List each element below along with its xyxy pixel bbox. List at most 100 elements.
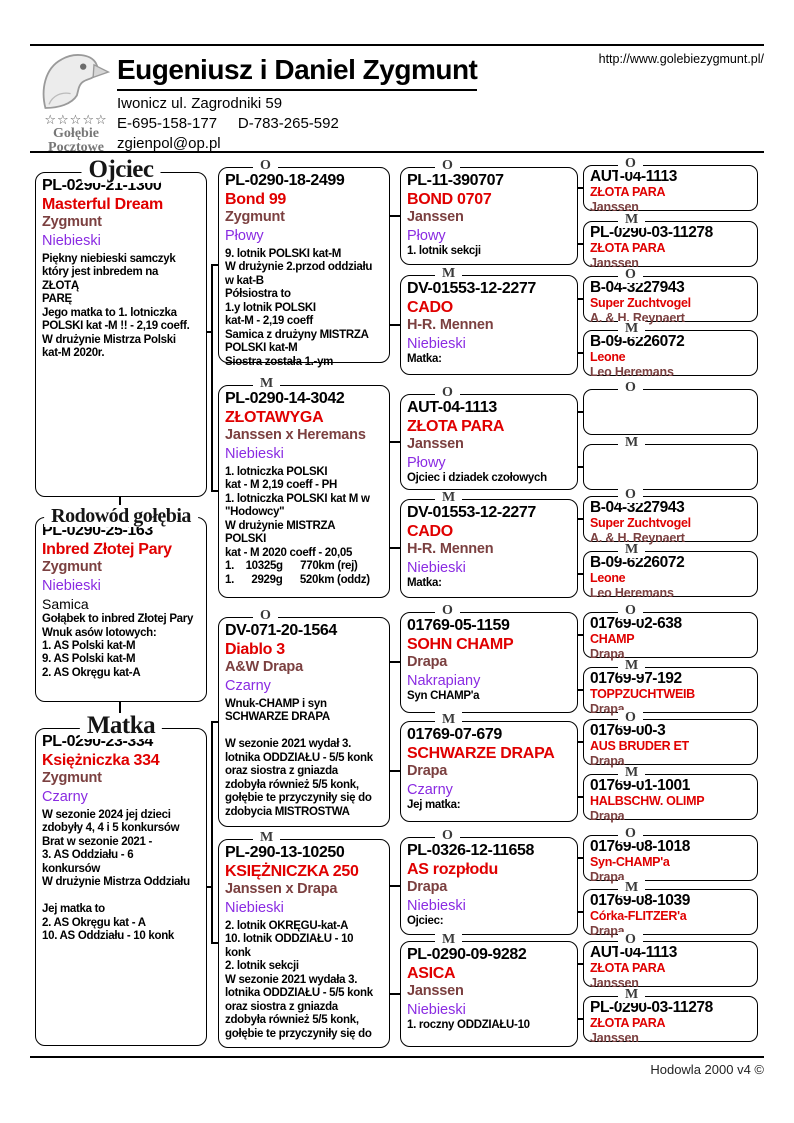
email-line: zgienpol@op.pl xyxy=(117,135,221,152)
box-g4-0: O AUT-04-1113 ZŁOTA PARA Janssen xyxy=(583,156,758,214)
ring-number: PL-11-390707 xyxy=(407,172,504,189)
breeder-line: Drapa xyxy=(407,763,448,780)
pigeon-name: Leone xyxy=(590,350,626,365)
sex-tab: O xyxy=(253,608,278,624)
breeder-line: Janssen x Drapa xyxy=(225,881,338,898)
description: 2. lotnik OKRĘGU-kat-A 10. lotnik ODDZIA… xyxy=(225,919,373,1040)
website-url: http://www.golebiezygmunt.pl/ xyxy=(598,52,764,66)
sex-tab: O xyxy=(618,487,643,503)
box-g4-9: M 01769-97-192 TOPPZUCHTWEIB Drapa xyxy=(583,658,758,716)
phone-line: E-695-158-177 D-783-265-592 xyxy=(117,115,339,132)
pigeon-name: ZŁOTA PARA xyxy=(590,185,666,200)
sex-tab: M xyxy=(618,435,646,451)
page-title: Eugeniusz i Daniel Zygmunt xyxy=(117,54,478,91)
pigeon-name: AUS BRUDER ET xyxy=(590,739,689,754)
description: Gołąbek to inbred Złotej Pary Wnuk asów … xyxy=(42,613,194,679)
box-g2-2: O DV-071-20-1564 Diablo 3 A&W Drapa Czar… xyxy=(218,608,390,827)
box-g4-15: M PL-0290-03-11278 ZŁOTA PARA Janssen xyxy=(583,987,758,1045)
pigeon-name: SOHN CHAMP xyxy=(407,635,514,653)
box-g2-3: M PL-290-13-10250 KSIĘŻNICZKA 250 Jansse… xyxy=(218,830,390,1048)
ring-number: PL-0290-09-9282 xyxy=(407,946,527,963)
sex-tab: O xyxy=(618,710,643,726)
pigeon-name: KSIĘŻNICZKA 250 xyxy=(225,862,359,880)
description: Matka: xyxy=(407,352,442,365)
pigeon-name: Córka-FLITZER'a xyxy=(590,909,687,924)
breeder-line: Drapa xyxy=(407,654,448,671)
box-g2-1: M PL-0290-14-3042 ZŁOTAWYGA Janssen x He… xyxy=(218,376,390,598)
ring-number: DV-01553-12-2277 xyxy=(407,280,536,297)
box-g3-3: M DV-01553-12-2277 CADO H-R. Mennen Nieb… xyxy=(400,490,578,598)
breeder-line: Drapa xyxy=(590,754,625,769)
ring-number: 01769-01-1001 xyxy=(590,777,690,794)
box-g3-4: O 01769-05-1159 SOHN CHAMP Drapa Nakrapi… xyxy=(400,603,578,713)
pigeon-name: TOPPZUCHTWEIB xyxy=(590,687,695,702)
ring-number: PL-0290-03-11278 xyxy=(590,224,713,241)
plumage-color: Płowy xyxy=(407,227,446,244)
box-g4-10: O 01769-00-3 AUS BRUDER ET Drapa xyxy=(583,710,758,768)
breeder-line: Drapa xyxy=(590,924,625,939)
breeder-line: Drapa xyxy=(590,647,625,662)
sex-tab: M xyxy=(618,321,646,337)
pigeon-name: ZŁOTA PARA xyxy=(407,417,505,435)
section-label-father: Ojciec xyxy=(81,157,161,183)
box-father: Ojciec PL-0290-21-1300 Masterful Dream Z… xyxy=(35,157,207,497)
plumage-color: Płowy xyxy=(407,454,446,471)
box-g4-6: O B-04-3227943 Super Zuchtvogel A. & H. … xyxy=(583,487,758,545)
box-g4-2: O B-04-3227943 Super Zuchtvogel A. & H. … xyxy=(583,267,758,325)
sex-tab: M xyxy=(253,830,281,846)
box-g4-7: M B-09-6226072 Leone Leo Heremans xyxy=(583,542,758,600)
breeder-line: Drapa xyxy=(590,809,625,824)
box-g4-11: M 01769-01-1001 HALBSCHW. OLIMP Drapa xyxy=(583,765,758,823)
plumage-color: Niebieski xyxy=(225,445,284,462)
breeder-line: Janssen xyxy=(590,200,639,215)
pigeon-name: Syn-CHAMP'a xyxy=(590,855,670,870)
ring-number: DV-071-20-1564 xyxy=(225,622,337,639)
breeder-line: Janssen xyxy=(407,209,464,226)
plumage-color: Niebieski xyxy=(407,335,466,352)
ring-number: 01769-08-1039 xyxy=(590,892,690,909)
sex-tab: M xyxy=(435,932,463,948)
plumage-color: Niebieski xyxy=(42,232,101,249)
sex-tab: O xyxy=(618,380,643,396)
description: Jej matka: xyxy=(407,798,461,811)
ring-number: 01769-02-638 xyxy=(590,615,682,632)
breeder-line: H-R. Mennen xyxy=(407,541,494,558)
breeder-line: Janssen xyxy=(407,436,464,453)
description: Matka: xyxy=(407,576,442,589)
description: 1. lotnik sekcji xyxy=(407,244,481,257)
logo-stars: ☆☆☆☆☆ xyxy=(44,113,108,128)
ring-number: B-09-6226072 xyxy=(590,333,685,350)
pigeon-name: ZŁOTAWYGA xyxy=(225,408,324,426)
box-g4-13: M 01769-08-1039 Córka-FLITZER'a Drapa xyxy=(583,880,758,938)
description: Wnuk-CHAMP i syn SCHWARZE DRAPA W sezoni… xyxy=(225,697,373,818)
ring-number: B-09-6226072 xyxy=(590,554,685,571)
box-mother: Matka PL-0290-23-334 Księżniczka 334 Zyg… xyxy=(35,713,207,1046)
sex-tab: M xyxy=(618,765,646,781)
ring-number: DV-01553-12-2277 xyxy=(407,504,536,521)
ring-number: 01769-97-192 xyxy=(590,670,682,687)
box-g2-0: O PL-0290-18-2499 Bond 99 Zygmunt Płowy … xyxy=(218,158,390,368)
description: W sezonie 2024 jej dzieci zdobyły 4, 4 i… xyxy=(42,808,190,942)
sex-tab: M xyxy=(435,490,463,506)
top-rule xyxy=(30,44,764,46)
ring-number: PL-0326-12-11658 xyxy=(407,842,535,859)
plumage-color: Niebieski xyxy=(42,577,101,594)
breeder-line: Zygmunt xyxy=(42,559,102,576)
plumage-color: Niebieski xyxy=(225,899,284,916)
box-g4-4: O xyxy=(583,380,758,435)
breeder-line: A. & H. Reynaert xyxy=(590,531,685,546)
ring-number: PL-0290-18-2499 xyxy=(225,172,345,189)
pigeon-name: AS rozpłodu xyxy=(407,860,498,878)
pigeon-name: Inbred Złotej Pary xyxy=(42,540,172,558)
pigeon-name: HALBSCHW. OLIMP xyxy=(590,794,705,809)
pigeon-name: BOND 0707 xyxy=(407,190,492,208)
breeder-line: Janssen xyxy=(590,1031,639,1046)
sex-tab: O xyxy=(435,158,460,174)
sex-tab: M xyxy=(618,987,646,1003)
breeder-line: Leo Heremans xyxy=(590,586,674,601)
plumage-color: Czarny xyxy=(225,677,271,694)
sex-tab: O xyxy=(435,385,460,401)
box-g3-5: M 01769-07-679 SCHWARZE DRAPA Drapa Czar… xyxy=(400,712,578,822)
loft-logo: ☆☆☆☆☆ Gołębie Pocztowe xyxy=(36,52,116,155)
description: 9. lotnik POLSKI kat-M W drużynie 2.przo… xyxy=(225,247,373,368)
